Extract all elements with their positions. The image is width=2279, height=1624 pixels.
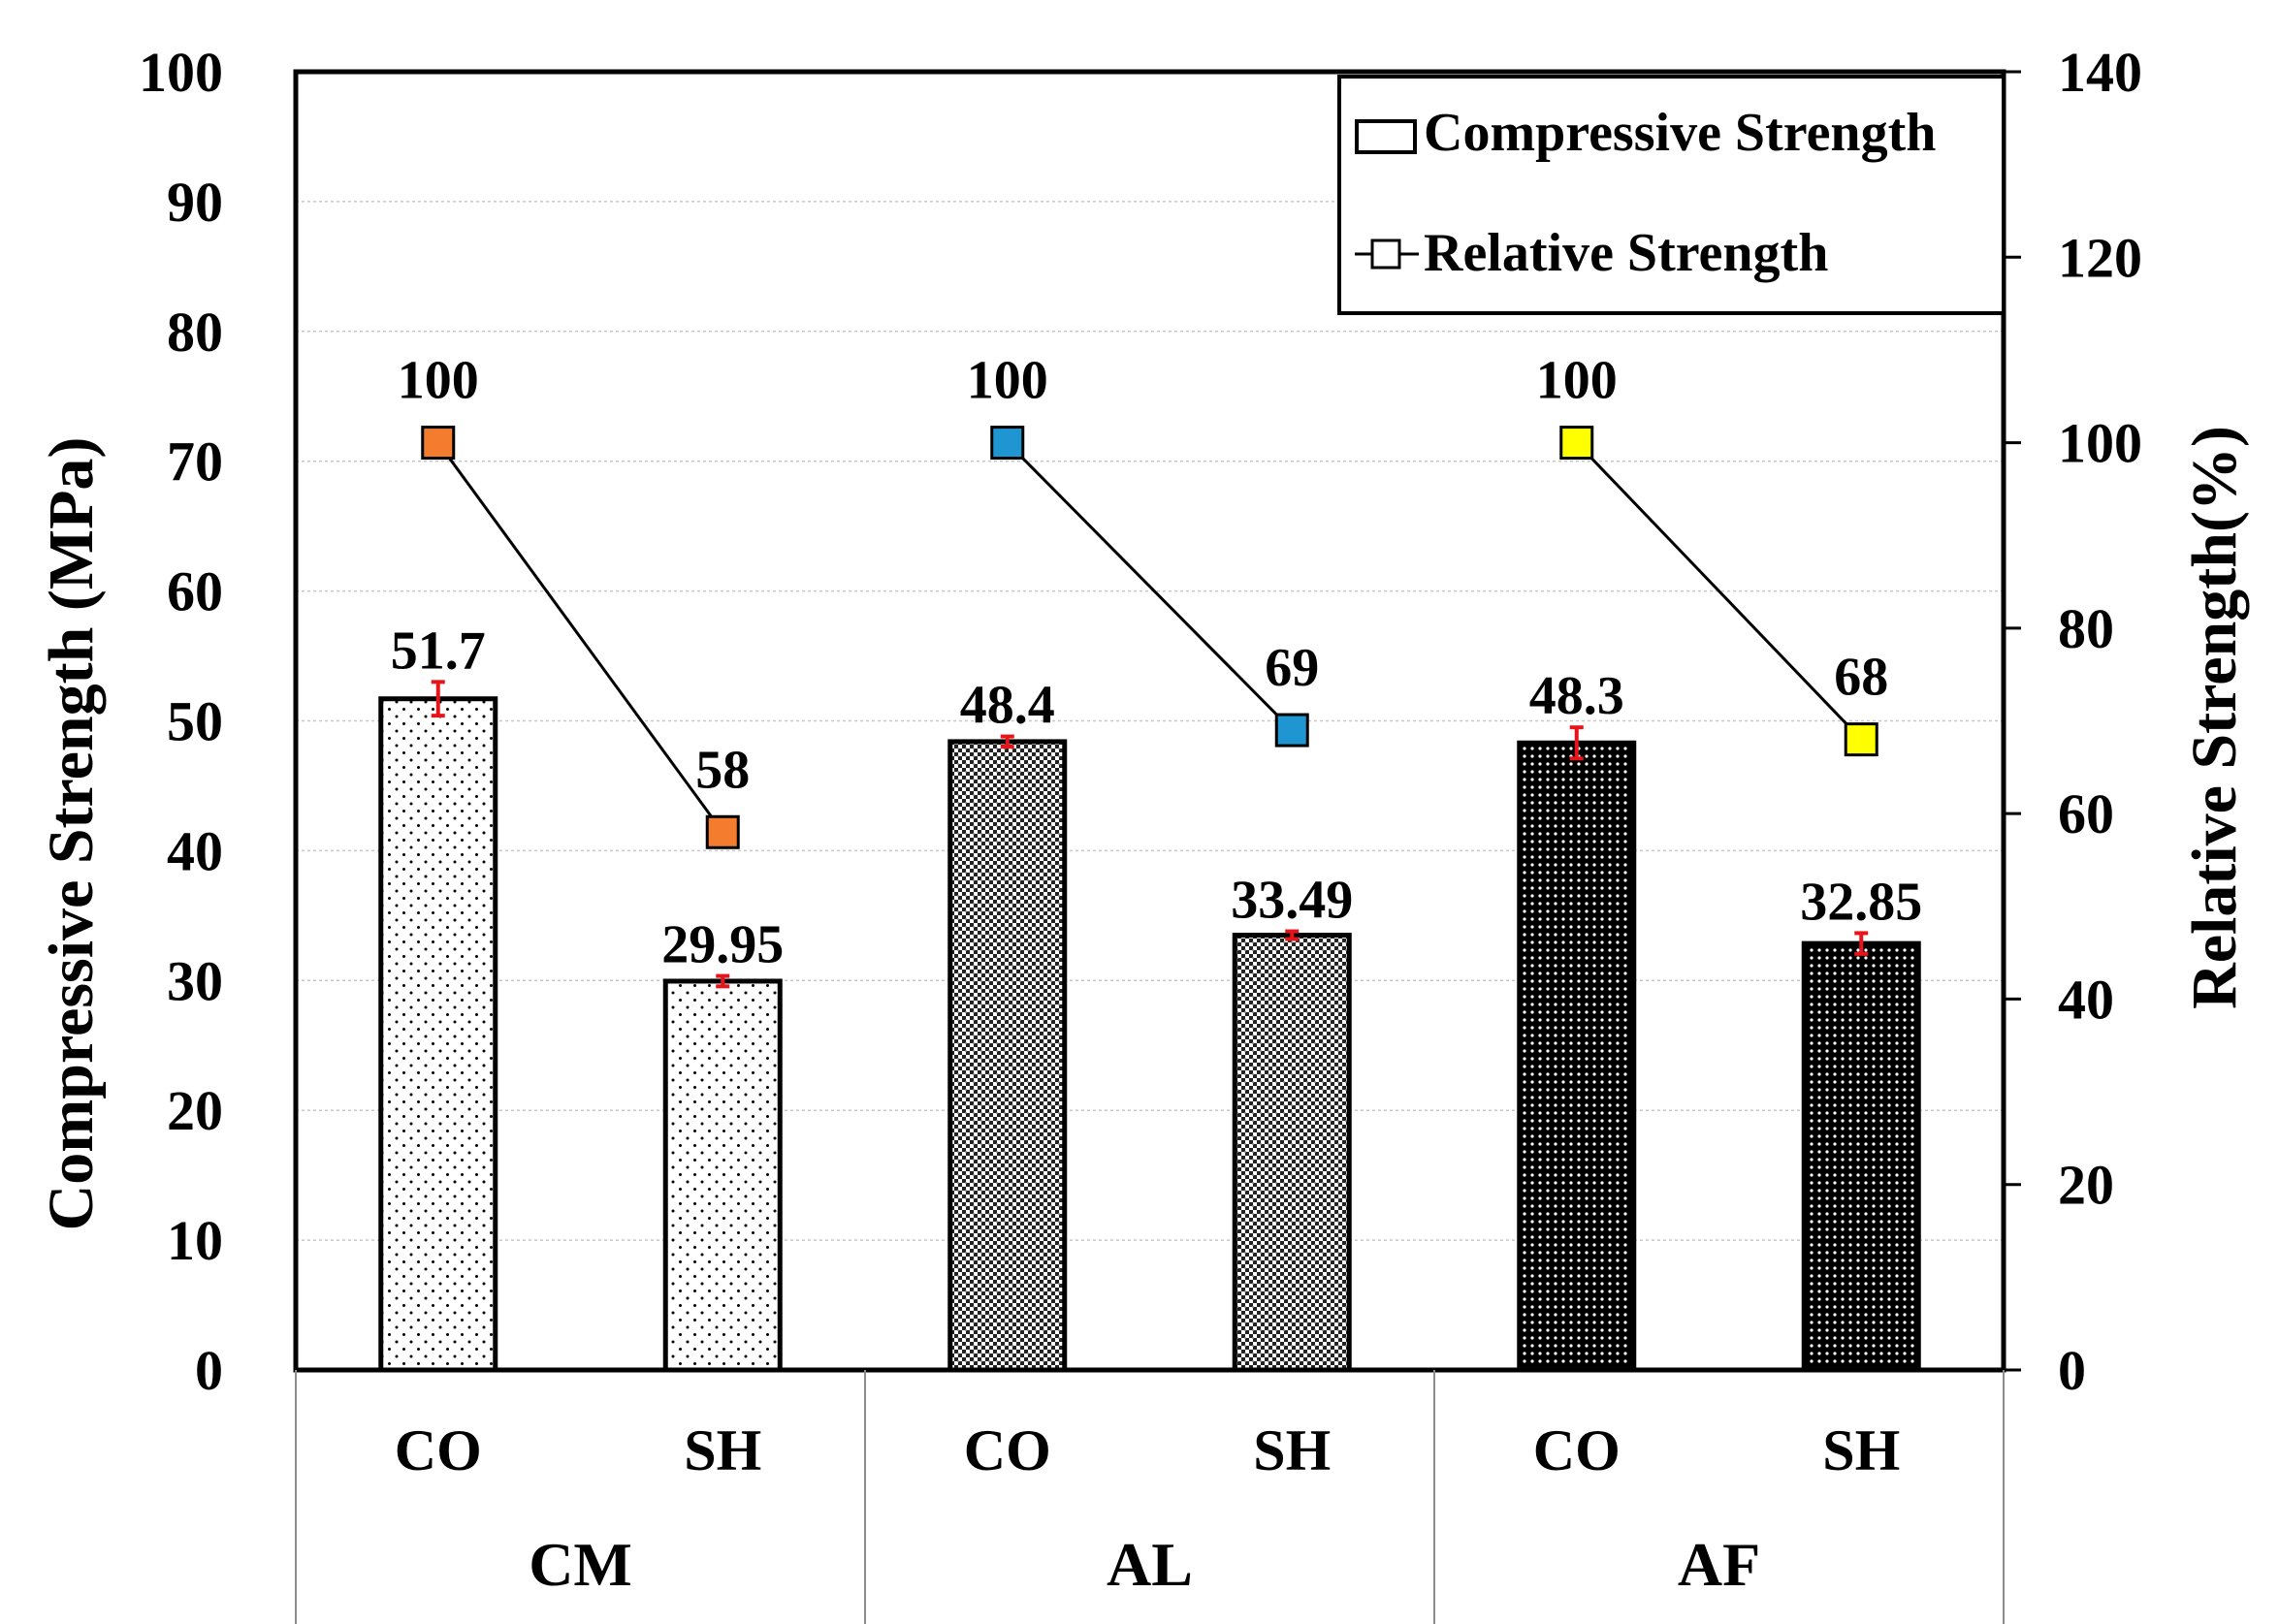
y-right-tick-label: 20	[2058, 1154, 2114, 1217]
legend-bar-swatch	[1355, 119, 1417, 154]
bar	[1517, 740, 1637, 1373]
relative-strength-marker	[1559, 426, 1594, 461]
y-right-tick-label: 140	[2058, 41, 2142, 104]
legend-label-compressive: Compressive Strength	[1424, 103, 1936, 163]
relative-strength-marker	[421, 426, 456, 461]
y-right-tick-label: 80	[2058, 597, 2114, 660]
relative-strength-segment	[1006, 441, 1294, 732]
relative-value-label: 58	[695, 740, 750, 800]
bar	[1801, 940, 1921, 1373]
y-right-tick-label: 40	[2058, 968, 2114, 1031]
group-label: AF	[1678, 1530, 1760, 1599]
bar-value-label: 33.49	[1231, 871, 1353, 931]
relative-value-label: 68	[1834, 648, 1888, 708]
y-tick-label: 40	[167, 819, 223, 882]
y-right-tick-label: 60	[2058, 782, 2114, 845]
relative-strength-segment	[436, 441, 724, 834]
y-axis-right-title: Relative Strength(%)	[2179, 426, 2250, 1009]
bar	[662, 978, 783, 1373]
y-tick-label: 0	[195, 1339, 223, 1402]
axes: 0 10 20 30 40 50 60 70 80 90 100 0 20 40 60 80 100 120 140…	[139, 41, 2142, 1624]
y-right-tick-label: 100	[2058, 412, 2142, 475]
y-right-tick-label: 120	[2058, 226, 2142, 289]
y-tick-label: 30	[167, 949, 223, 1012]
y-tick-label: 70	[167, 430, 223, 494]
x-tick-label: SH	[1253, 1418, 1331, 1482]
y-right-tick-label: 0	[2058, 1339, 2086, 1402]
bar	[947, 739, 1068, 1373]
relative-strength-segment	[1575, 441, 1863, 741]
grid	[296, 201, 2004, 1241]
relative-strength-line	[421, 426, 1878, 849]
y-tick-label: 10	[167, 1209, 223, 1272]
group-label: CM	[529, 1530, 632, 1599]
bar	[1232, 933, 1352, 1373]
relative-strength-marker	[1274, 713, 1309, 748]
relative-value-label: 69	[1265, 638, 1319, 698]
bars	[378, 680, 1921, 1373]
legend-marker-swatch	[1370, 239, 1401, 270]
group-label: AL	[1107, 1530, 1193, 1599]
y-axis-title: Compressive Strength (MPa)	[36, 437, 107, 1231]
plot-frame	[293, 69, 2006, 1373]
bar-value-label: 29.95	[661, 915, 784, 975]
bar-value-label: 48.3	[1529, 666, 1624, 726]
y-tick-label: 50	[167, 690, 223, 753]
x-tick-label: CO	[1533, 1418, 1621, 1482]
bar-value-label: 48.4	[960, 676, 1055, 736]
data-labels: 51.7 29.95 48.4 33.49 48.3 32.85 100 58 100 69 100…	[391, 351, 1923, 975]
x-tick-label: CO	[395, 1418, 482, 1482]
relative-strength-marker	[1844, 722, 1878, 757]
legend-label-relative: Relative Strength	[1424, 223, 1828, 283]
relative-strength-marker	[990, 426, 1025, 461]
y-tick-label: 60	[167, 560, 223, 623]
legend: Compressive Strength Relative Strength	[1337, 75, 2006, 315]
y-tick-label: 100	[139, 41, 223, 104]
bar-value-label: 51.7	[391, 621, 486, 681]
y-tick-label: 80	[167, 301, 223, 364]
x-tick-label: SH	[1822, 1418, 1900, 1482]
relative-value-label: 100	[1536, 351, 1618, 411]
x-tick-label: CO	[964, 1418, 1051, 1482]
relative-value-label: 100	[967, 351, 1048, 411]
bar	[378, 696, 498, 1373]
legend-box	[1337, 75, 2006, 315]
bar-value-label: 32.85	[1800, 872, 1922, 932]
relative-value-label: 100	[398, 351, 479, 411]
relative-strength-marker	[705, 814, 740, 849]
y-tick-label: 90	[167, 171, 223, 234]
x-tick-label: SH	[684, 1418, 761, 1482]
y-tick-label: 20	[167, 1079, 223, 1142]
